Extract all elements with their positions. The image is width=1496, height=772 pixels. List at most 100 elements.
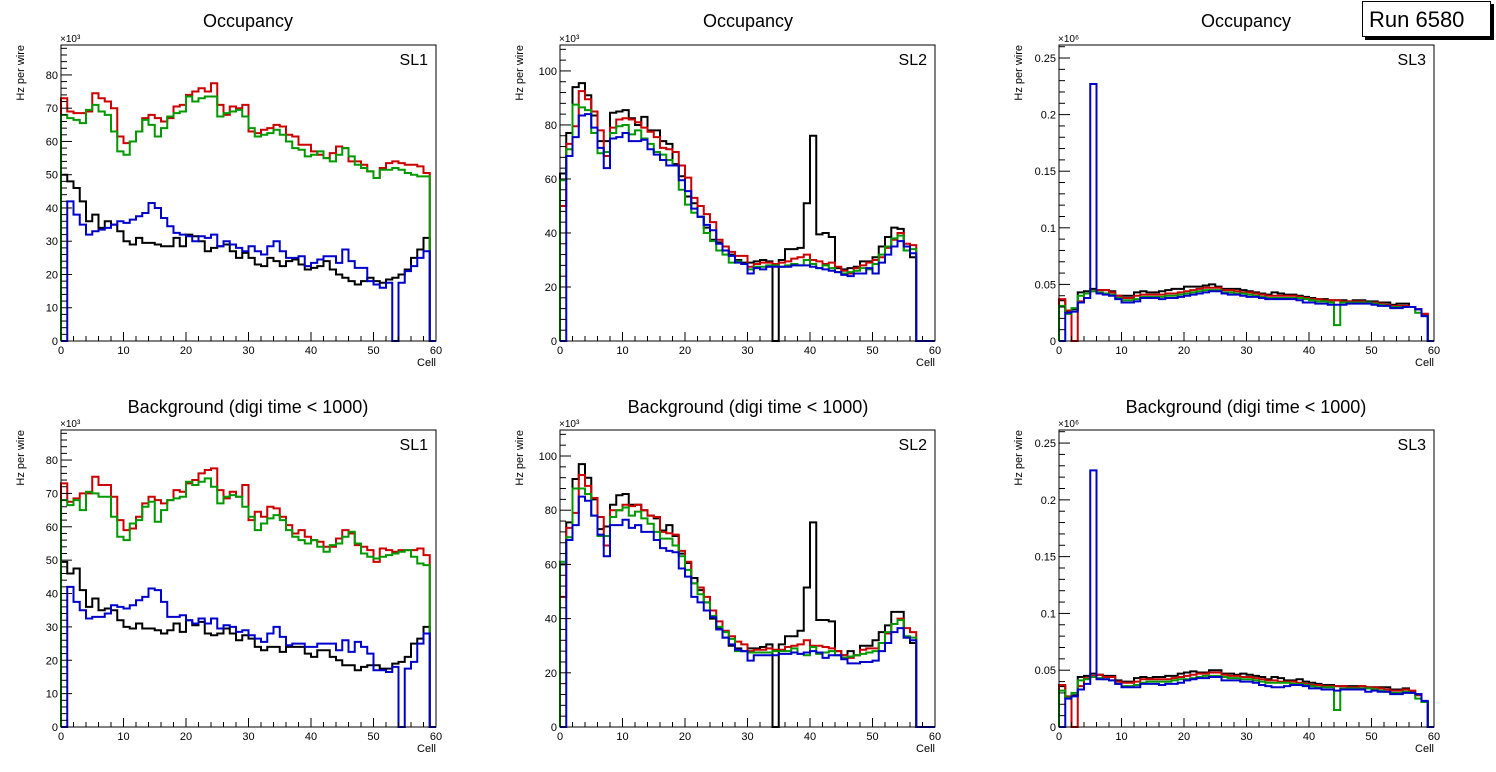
x-tick-label: 30 <box>1240 345 1252 357</box>
plot-frame <box>559 429 936 728</box>
panel-occ-sl3: Occupancy 0 10 20 30 40 50 60 0 0.05 0.1 0.15 0.2 0.2… <box>1013 11 1440 369</box>
y-tick-label: 0 <box>1050 336 1056 348</box>
series-line-red <box>60 467 436 728</box>
y-tick-label: 0 <box>1050 722 1056 734</box>
panel-title: Occupancy <box>703 11 793 31</box>
y-tick-label: 0.25 <box>1035 53 1056 65</box>
series-line-red <box>559 90 935 342</box>
y-tick-label: 0 <box>551 722 557 734</box>
panel-bkg-sl1: Background (digi time < 1000) 0 10 20 30 40 50… <box>15 397 442 755</box>
x-tick-label: 40 <box>305 345 317 357</box>
x-axis-label: Cell <box>417 357 436 369</box>
run-label: Run 6580 <box>1369 7 1465 32</box>
run-label-box: Run 6580 <box>1362 1 1491 37</box>
x-tick-label: 10 <box>616 731 628 743</box>
y-tick-label: 0.15 <box>1035 552 1056 564</box>
x-tick-label: 60 <box>1428 731 1440 743</box>
x-axis-label: Cell <box>417 743 436 755</box>
x-tick-label: 0 <box>1056 731 1062 743</box>
superlayer-label: SL3 <box>1398 437 1427 454</box>
y-tick-label: 0.05 <box>1035 665 1056 677</box>
panel-title: Background (digi time < 1000) <box>1126 397 1367 417</box>
x-tick-label: 0 <box>58 731 64 743</box>
x-tick-label: 60 <box>929 731 941 743</box>
x-tick-label: 60 <box>929 345 941 357</box>
y-tick-label: 60 <box>545 559 557 571</box>
x-tick-label: 10 <box>616 345 628 357</box>
y-axis-label: Hz per wire <box>15 430 27 486</box>
y-axis-label: Hz per wire <box>15 45 27 101</box>
y-tick-label: 0.2 <box>1041 110 1056 122</box>
y-tick-label: 0 <box>52 722 58 734</box>
x-tick-label: 50 <box>866 731 878 743</box>
x-tick-label: 40 <box>804 345 816 357</box>
x-tick-label: 30 <box>741 731 753 743</box>
plot-frame <box>60 44 437 342</box>
x-tick-label: 40 <box>804 731 816 743</box>
panel-title: Background (digi time < 1000) <box>628 397 869 417</box>
x-tick-label: 10 <box>117 731 129 743</box>
x-tick-label: 30 <box>242 345 254 357</box>
y-exponent-label: ×10³ <box>60 34 81 45</box>
x-tick-label: 50 <box>1365 345 1377 357</box>
y-axis-label: Hz per wire <box>1013 430 1025 486</box>
x-axis-label: Cell <box>916 743 935 755</box>
y-exponent-label: ×10⁶ <box>1058 34 1079 45</box>
y-tick-label: 40 <box>545 228 557 240</box>
y-exponent-label: ×10³ <box>559 34 580 45</box>
x-tick-label: 40 <box>1303 345 1315 357</box>
x-tick-label: 50 <box>367 731 379 743</box>
x-tick-label: 50 <box>367 345 379 357</box>
x-tick-label: 10 <box>1115 345 1127 357</box>
y-tick-label: 40 <box>46 203 58 215</box>
x-tick-label: 30 <box>242 731 254 743</box>
x-axis-label: Cell <box>916 357 935 369</box>
x-tick-label: 20 <box>1178 731 1190 743</box>
y-exponent-label: ×10³ <box>559 419 580 430</box>
series-line-red <box>1058 671 1434 728</box>
series-line-blue <box>560 113 935 342</box>
x-tick-label: 20 <box>1178 345 1190 357</box>
y-tick-label: 0.15 <box>1035 166 1056 178</box>
y-tick-label: 80 <box>46 70 58 82</box>
panel-bkg-sl3: Background (digi time < 1000) 0 10 20 30 40 50… <box>1013 397 1440 755</box>
y-tick-label: 100 <box>539 451 557 463</box>
y-exponent-label: ×10⁶ <box>1058 419 1079 430</box>
x-tick-label: 30 <box>1240 731 1252 743</box>
y-tick-label: 20 <box>46 269 58 281</box>
y-tick-label: 10 <box>46 689 58 701</box>
x-tick-label: 50 <box>1365 731 1377 743</box>
y-tick-label: 0.2 <box>1041 495 1056 507</box>
y-axis-label: Hz per wire <box>514 45 526 101</box>
series-line-blue <box>1059 83 1434 342</box>
x-tick-label: 0 <box>557 731 563 743</box>
y-tick-label: 0.25 <box>1035 438 1056 450</box>
x-tick-label: 20 <box>679 345 691 357</box>
y-tick-label: 20 <box>545 668 557 680</box>
superlayer-label: SL1 <box>400 437 429 454</box>
y-tick-label: 0.1 <box>1041 223 1056 235</box>
panel-occ-sl1: Occupancy 0 10 20 30 40 50 60 0 10 20 30 40 50 60 70 80 ×… <box>15 11 442 369</box>
x-tick-label: 20 <box>679 731 691 743</box>
y-tick-label: 0 <box>52 336 58 348</box>
y-tick-label: 30 <box>46 236 58 248</box>
y-tick-label: 80 <box>545 505 557 517</box>
superlayer-label: SL1 <box>400 52 429 69</box>
y-tick-label: 70 <box>46 103 58 115</box>
y-tick-label: 40 <box>545 614 557 626</box>
superlayer-label: SL2 <box>899 52 928 69</box>
superlayer-label: SL3 <box>1398 52 1427 69</box>
plot-frame <box>559 44 936 342</box>
y-tick-label: 80 <box>46 455 58 467</box>
y-axis-label: Hz per wire <box>514 430 526 486</box>
y-tick-label: 0 <box>551 336 557 348</box>
panel-title: Occupancy <box>203 11 293 31</box>
x-tick-label: 50 <box>866 345 878 357</box>
series-line-blue <box>1059 469 1434 728</box>
y-tick-label: 60 <box>46 136 58 148</box>
panel-title: Background (digi time < 1000) <box>128 397 369 417</box>
x-tick-label: 60 <box>430 345 442 357</box>
x-tick-label: 0 <box>557 345 563 357</box>
x-tick-label: 60 <box>430 731 442 743</box>
